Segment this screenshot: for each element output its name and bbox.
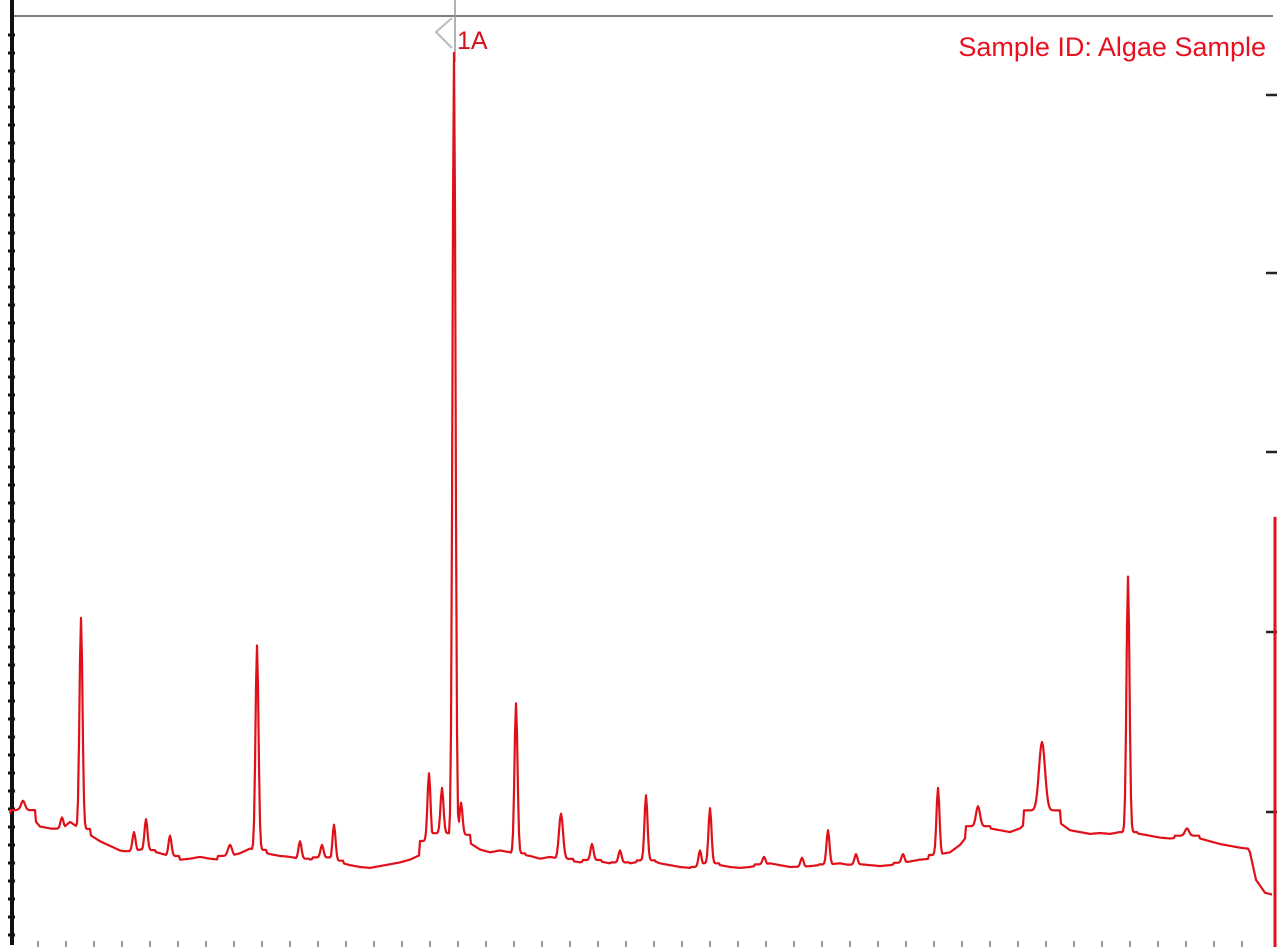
peak-point [453,51,455,54]
peak-point [80,617,82,619]
peak-point [902,853,904,855]
peak-point [709,807,711,809]
series-0-line [8,51,1273,896]
peak-point [256,644,258,647]
peak-cursor-marker [434,17,453,49]
sample-id-label: Sample ID: Algae Sample [958,32,1266,62]
peak-point [428,772,430,775]
peak-point [801,857,803,859]
peak-point [855,853,857,855]
peak-point [977,805,979,808]
peak-point [441,787,443,789]
peak-point [61,816,63,819]
peak-point [619,849,621,852]
peak-point [763,856,765,858]
peak-point [1127,575,1129,578]
peak-point [645,794,647,797]
peak-point [22,800,24,802]
peak-point [133,831,135,833]
peak-point [937,787,939,789]
peak-point [560,812,562,815]
annotation-layer: 1A [457,27,488,55]
peak-point [515,702,517,705]
peak-point [460,801,462,804]
peak-point [699,849,701,852]
peak-point [145,818,147,821]
peak-point [591,843,593,845]
peak-point [333,823,335,826]
peak-point [229,844,231,846]
peak-point [1186,827,1188,830]
peak-point [827,829,829,832]
peak-label-1a: 1A [457,27,488,55]
peak-point [299,840,301,843]
axes [8,0,1277,947]
series-layer [8,51,1277,947]
peak-point [321,844,323,846]
peak-point [1041,741,1043,743]
peak-point [169,834,171,837]
